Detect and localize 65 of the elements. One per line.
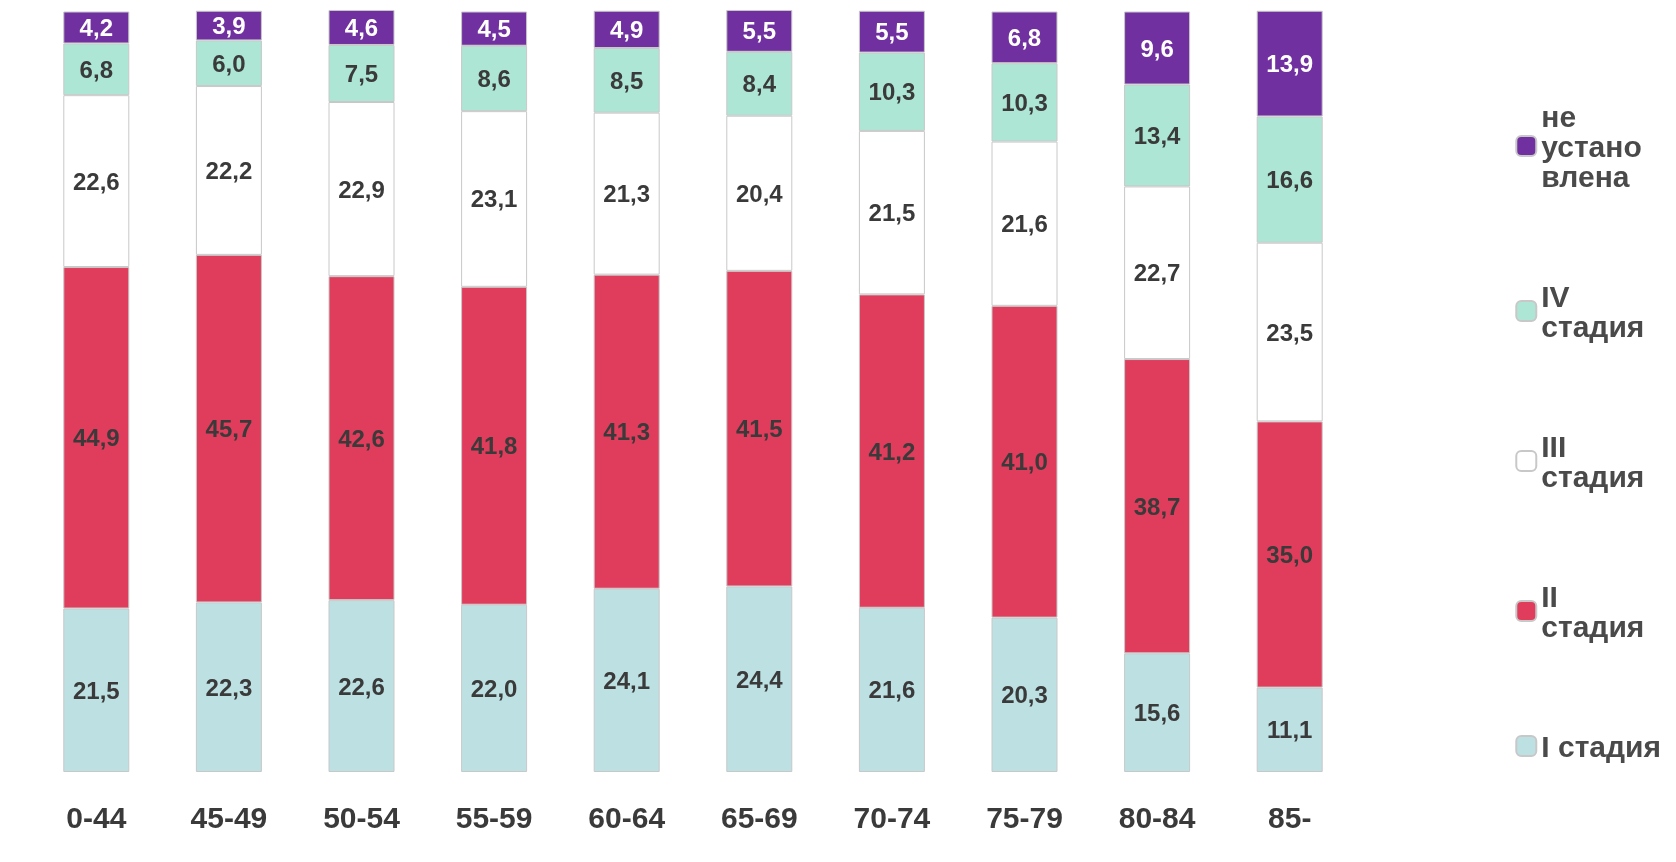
data-label: 23,1 (470, 185, 518, 213)
data-label: 23,5 (1266, 318, 1314, 346)
data-label: 16,6 (1266, 166, 1314, 194)
x-tick-label: 55-59 (455, 800, 533, 834)
data-label: 10,3 (1001, 88, 1048, 116)
data-label: 38,7 (1133, 492, 1181, 520)
data-label: 15,6 (1133, 699, 1181, 727)
data-label: 4,9 (610, 15, 644, 43)
data-label: 41,2 (868, 437, 916, 465)
legend-label: II стадия (1541, 579, 1645, 643)
data-label: 10,3 (868, 78, 916, 106)
data-label: 3,9 (212, 12, 246, 40)
data-label: 22,0 (470, 674, 518, 702)
data-label: 41,3 (603, 418, 651, 446)
data-label: 24,1 (603, 666, 651, 694)
data-label: 21,5 (868, 199, 916, 227)
data-label: 20,3 (1001, 681, 1048, 709)
data-label: 41,0 (1001, 448, 1048, 476)
data-label: 4,2 (79, 13, 113, 41)
data-label: 21,3 (603, 180, 651, 208)
x-tick-label: 60-64 (588, 800, 666, 834)
data-label: 8,4 (742, 70, 777, 98)
data-label: 6,0 (212, 49, 246, 77)
data-label: 44,9 (72, 424, 120, 452)
data-label: 4,5 (477, 15, 511, 43)
data-label: 6,8 (79, 55, 113, 83)
data-label: 21,6 (1001, 210, 1048, 238)
data-label: 22,6 (72, 167, 120, 195)
data-label: 13,4 (1133, 121, 1182, 149)
data-label: 22,7 (1133, 259, 1181, 287)
data-label: 11,1 (1267, 716, 1313, 744)
data-label: 22,6 (338, 672, 385, 700)
x-tick-label: 65-69 (720, 800, 798, 834)
data-label: 35,0 (1266, 541, 1314, 568)
data-label: 6,8 (1007, 23, 1042, 51)
data-label: 4,6 (344, 13, 379, 41)
legend-label: I стадия (1541, 729, 1662, 763)
data-label: 21,6 (868, 676, 916, 704)
data-label: 21,5 (72, 676, 120, 704)
legend-label: IV стадия (1541, 279, 1645, 343)
x-tick-label: 45-49 (190, 800, 268, 834)
x-tick-label: 70-74 (853, 800, 931, 834)
legend-label: III стадия (1541, 429, 1645, 493)
data-label: 42,6 (338, 424, 385, 452)
data-label: 5,5 (742, 17, 776, 45)
x-tick-label: 80-84 (1118, 800, 1196, 834)
data-label: 8,5 (610, 66, 644, 94)
data-label: 20,4 (735, 179, 784, 207)
data-label: 41,8 (470, 432, 518, 460)
data-label: 8,6 (477, 64, 511, 92)
x-tick-label: 50-54 (323, 800, 401, 834)
x-tick-label: 75-79 (986, 800, 1063, 834)
data-label: 9,6 (1140, 34, 1174, 62)
x-tick-label: 0-44 (66, 800, 127, 834)
data-label: 22,9 (338, 175, 385, 203)
data-label: 45,7 (205, 415, 253, 443)
legend-label: не установлена (1541, 99, 1642, 193)
data-label: 24,4 (735, 665, 784, 693)
x-tick-label: 85- (1268, 800, 1312, 834)
data-label: 7,5 (344, 60, 379, 87)
data-label: 22,2 (205, 156, 253, 184)
data-label: 13,9 (1266, 50, 1314, 78)
data-label: 5,5 (875, 18, 909, 46)
data-label: 41,5 (735, 415, 783, 443)
data-label: 22,3 (205, 673, 253, 701)
